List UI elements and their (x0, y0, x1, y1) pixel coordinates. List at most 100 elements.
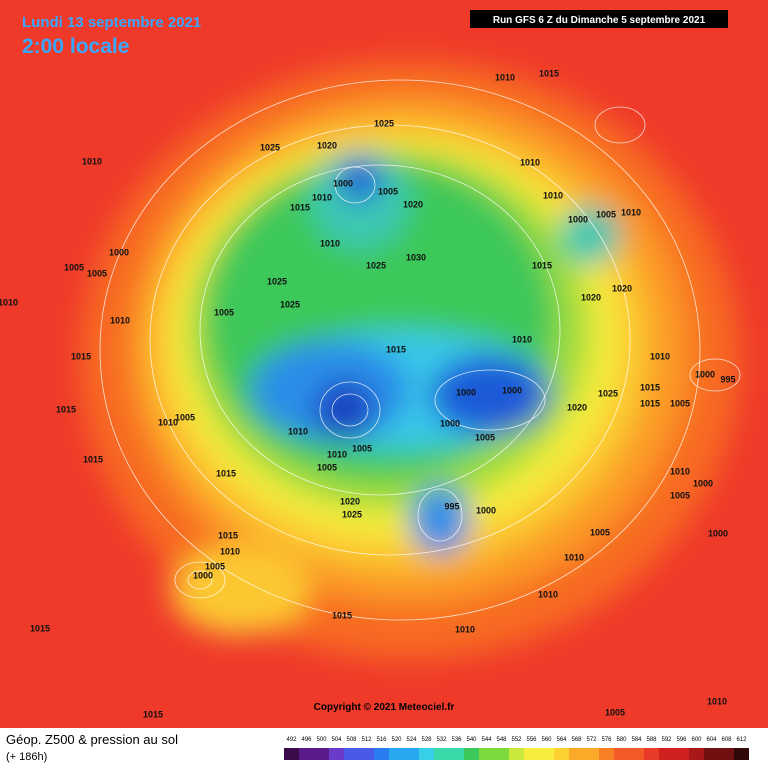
pressure-label: 1010 (707, 696, 727, 706)
pressure-label: 1005 (605, 707, 625, 717)
colorbar-label: 544 (481, 737, 492, 743)
colorbar-swatch (284, 748, 299, 760)
colorbar-swatch (434, 748, 449, 760)
colorbar-swatch (329, 748, 344, 760)
colorbar-label: 560 (541, 737, 552, 743)
pressure-label: 1005 (590, 527, 610, 537)
colorbar-label: 612 (736, 737, 747, 743)
legend-subtitle: (+ 186h) (6, 751, 47, 763)
colorbar-label: 512 (361, 737, 372, 743)
pressure-label: 1020 (403, 199, 423, 209)
pressure-label: 1010 (621, 207, 641, 217)
colorbar-label: 504 (331, 737, 342, 743)
pressure-label: 1010 (82, 156, 102, 166)
colorbar-label: 540 (466, 737, 477, 743)
colorbar-label: 588 (646, 737, 657, 743)
pressure-label: 1020 (340, 496, 360, 506)
colorbar-swatch (644, 748, 659, 760)
pressure-label: 1005 (64, 262, 84, 272)
pressure-label: 1010 (312, 192, 332, 202)
copyright: Copyright © 2021 Meteociel.fr (314, 702, 455, 713)
pressure-label: 1010 (538, 589, 558, 599)
pressure-label: 1000 (708, 528, 728, 538)
pressure-label: 1000 (568, 214, 588, 224)
colorbar-swatch (689, 748, 704, 760)
colorbar-label: 516 (376, 737, 387, 743)
pressure-label: 1015 (640, 398, 660, 408)
pressure-label: 1010 (512, 334, 532, 344)
colorbar-label: 600 (691, 737, 702, 743)
pressure-label: 1015 (640, 382, 660, 392)
pressure-label: 1000 (695, 369, 715, 379)
colorbar-swatch (389, 748, 404, 760)
colorbar: 492 496 500 504 508 512 516 520 524 528 532 536 540 5… (284, 737, 749, 760)
colorbar-swatch (299, 748, 314, 760)
pressure-label: 1020 (581, 292, 601, 302)
pressure-label: 1015 (218, 530, 238, 540)
colorbar-swatch (719, 748, 734, 760)
pressure-label: 1000 (476, 505, 496, 515)
colorbar-swatch (359, 748, 374, 760)
pressure-label: 1010 (158, 417, 178, 427)
pressure-label: 995 (720, 374, 735, 384)
pressure-label: 1030 (406, 252, 426, 262)
pressure-label: 1025 (280, 299, 300, 309)
colorbar-swatch (704, 748, 719, 760)
colorbar-swatch (614, 748, 629, 760)
pressure-label: 1005 (317, 462, 337, 472)
colorbar-swatch (674, 748, 689, 760)
pressure-label: 1025 (366, 260, 386, 270)
pressure-label: 1000 (693, 478, 713, 488)
colorbar-label: 520 (391, 737, 402, 743)
colorbar-swatch (524, 748, 539, 760)
pressure-label: 1005 (87, 268, 107, 278)
height-field (80, 60, 740, 660)
pressure-label: 1010 (520, 157, 540, 167)
pressure-label: 1025 (342, 509, 362, 519)
pressure-label: 1005 (352, 443, 372, 453)
pressure-label: 1015 (56, 404, 76, 414)
pressure-label: 1020 (567, 402, 587, 412)
isobars (99, 79, 741, 621)
colorbar-swatch (629, 748, 644, 760)
colorbar-label: 556 (526, 737, 537, 743)
colorbar-label: 508 (346, 737, 357, 743)
pressure-label: 1010 (0, 297, 18, 307)
pressure-label: 1005 (205, 561, 225, 571)
pressure-label: 1000 (109, 247, 129, 257)
pressure-label: 1020 (317, 140, 337, 150)
pressure-label: 1000 (502, 385, 522, 395)
colorbar-label: 492 (286, 737, 297, 743)
pressure-label: 1015 (386, 344, 406, 354)
pressure-label: 1015 (332, 610, 352, 620)
pressure-label: 1025 (374, 118, 394, 128)
colorbar-swatch (494, 748, 509, 760)
pressure-label: 1010 (110, 315, 130, 325)
pressure-label: 1025 (598, 388, 618, 398)
pressure-label: 1015 (532, 260, 552, 270)
pressure-label: 1000 (193, 570, 213, 580)
colorbar-label: 564 (556, 737, 567, 743)
run-box (470, 10, 728, 28)
pressure-label: 1005 (378, 186, 398, 196)
pressure-label: 1010 (288, 426, 308, 436)
colorbar-swatch (584, 748, 599, 760)
pressure-label: 1015 (143, 709, 163, 719)
pressure-label: 995 (444, 501, 459, 511)
pressure-label: 1025 (267, 276, 287, 286)
pressure-label: 1025 (260, 142, 280, 152)
colorbar-label: 524 (406, 737, 417, 743)
pressure-label: 1015 (290, 202, 310, 212)
pressure-label: 1010 (495, 72, 515, 82)
pressure-label: 1010 (320, 238, 340, 248)
colorbar-label: 576 (601, 737, 612, 743)
pressure-label: 1015 (30, 623, 50, 633)
colorbar-label: 604 (706, 737, 717, 743)
pressure-label: 1015 (71, 351, 91, 361)
colorbar-label: 548 (496, 737, 507, 743)
colorbar-swatch (419, 748, 434, 760)
pressure-label: 1010 (327, 449, 347, 459)
colorbar-swatch (344, 748, 359, 760)
